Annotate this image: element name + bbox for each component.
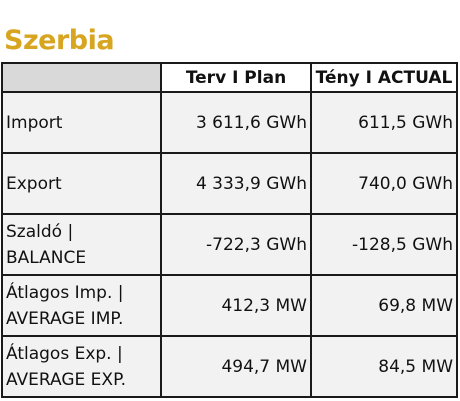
table-row-average-exp: Átlagos Exp. | AVERAGE EXP. 494,7 MW 84,5… xyxy=(1,335,458,398)
plan-value: 4 333,9 GWh xyxy=(160,152,312,215)
row-label-line2: AVERAGE EXP. xyxy=(6,369,127,390)
actual-value: 611,5 GWh xyxy=(310,91,458,154)
actual-value: 69,8 MW xyxy=(310,274,458,337)
table-header-row: Terv I Plan Tény I ACTUAL xyxy=(1,62,458,93)
actual-value: -128,5 GWh xyxy=(310,213,458,276)
row-label-line1: Átlagos Exp. | xyxy=(6,343,123,364)
row-label-line1: Export xyxy=(6,173,62,194)
table-row-balance: Szaldó | BALANCE -722,3 GWh -128,5 GWh xyxy=(1,213,458,276)
plan-value: 494,7 MW xyxy=(160,335,312,398)
table-row-import: Import 3 611,6 GWh 611,5 GWh xyxy=(1,91,458,154)
table-row-export: Export 4 333,9 GWh 740,0 GWh xyxy=(1,152,458,215)
row-label-line1: Import xyxy=(6,112,63,133)
row-label-line2: AVERAGE IMP. xyxy=(6,308,124,329)
row-label: Átlagos Imp. | AVERAGE IMP. xyxy=(1,274,162,337)
plan-value: 3 611,6 GWh xyxy=(160,91,312,154)
actual-value: 740,0 GWh xyxy=(310,152,458,215)
plan-value: 412,3 MW xyxy=(160,274,312,337)
page-title: Szerbia xyxy=(4,25,115,56)
header-plan: Terv I Plan xyxy=(160,62,312,93)
table-row-average-imp: Átlagos Imp. | AVERAGE IMP. 412,3 MW 69,8… xyxy=(1,274,458,337)
row-label-line2: BALANCE xyxy=(6,247,87,268)
header-actual: Tény I ACTUAL xyxy=(310,62,458,93)
header-corner-cell xyxy=(1,62,162,93)
row-label: Export xyxy=(1,152,162,215)
row-label-line1: Szaldó | xyxy=(6,221,74,242)
plan-value: -722,3 GWh xyxy=(160,213,312,276)
row-label: Átlagos Exp. | AVERAGE EXP. xyxy=(1,335,162,398)
row-label: Import xyxy=(1,91,162,154)
row-label-line1: Átlagos Imp. | xyxy=(6,282,124,303)
row-label: Szaldó | BALANCE xyxy=(1,213,162,276)
energy-exchange-table: Terv I Plan Tény I ACTUAL Import 3 611,6… xyxy=(1,62,458,398)
actual-value: 84,5 MW xyxy=(310,335,458,398)
